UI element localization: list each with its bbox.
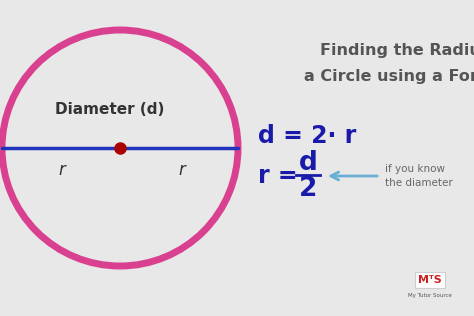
- Text: My Tutor Source: My Tutor Source: [408, 294, 452, 299]
- Text: 2: 2: [299, 176, 317, 202]
- Text: if you know
the diameter: if you know the diameter: [385, 164, 453, 188]
- Text: d = 2· r: d = 2· r: [258, 124, 356, 148]
- Text: r =: r =: [258, 164, 298, 188]
- Text: a Circle using a Formula: a Circle using a Formula: [304, 69, 474, 83]
- Text: Finding the Radius of: Finding the Radius of: [320, 44, 474, 58]
- Text: d: d: [299, 150, 318, 176]
- Text: MᵀS: MᵀS: [418, 275, 442, 285]
- Text: r: r: [179, 161, 185, 179]
- Text: Diameter (d): Diameter (d): [55, 102, 164, 118]
- Text: r: r: [59, 161, 65, 179]
